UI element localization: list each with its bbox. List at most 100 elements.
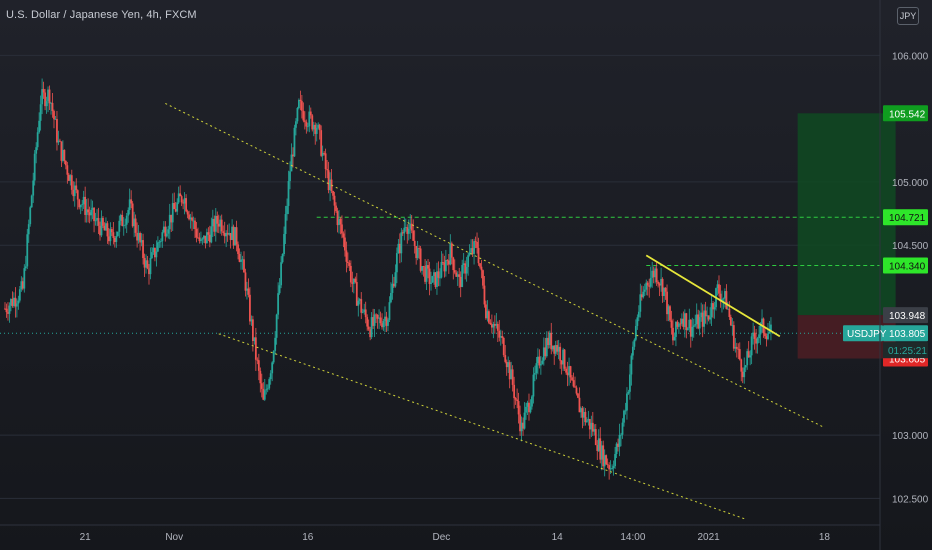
candle-body — [672, 327, 674, 341]
candle-body — [33, 153, 36, 181]
candle-body — [115, 236, 118, 243]
candle-body — [718, 284, 720, 294]
candle-body — [119, 214, 122, 221]
candle-body — [490, 324, 493, 328]
candle-body — [441, 262, 444, 263]
price-axis-tick: 106.000 — [892, 51, 929, 62]
candle-body — [338, 218, 340, 226]
candle-body — [637, 311, 640, 318]
candle-body — [731, 325, 734, 326]
candle-body — [725, 291, 728, 310]
candle-body — [695, 314, 698, 325]
candle-body — [676, 321, 679, 327]
candle-body — [556, 345, 559, 352]
candle-body — [203, 235, 205, 239]
candle-body — [664, 287, 667, 292]
candle-body — [312, 124, 315, 130]
candle-body — [480, 266, 483, 271]
candle-body — [329, 179, 331, 191]
candle-body — [398, 243, 401, 254]
candle-body — [372, 317, 375, 326]
candle-body — [421, 266, 424, 271]
candle-body — [646, 282, 649, 286]
candle-body — [237, 244, 239, 254]
candle-body — [765, 336, 768, 340]
candle-body — [262, 388, 265, 400]
candle-body — [385, 316, 388, 326]
candle-body — [30, 195, 33, 208]
time-axis-tick: 2021 — [697, 532, 720, 543]
candle-body — [318, 124, 321, 131]
candle-body — [122, 225, 125, 227]
candle-body — [78, 199, 81, 208]
candle-body — [195, 229, 198, 238]
candle-body — [560, 360, 563, 365]
candle-body — [7, 312, 9, 314]
candle-body — [400, 232, 403, 254]
candle-body — [691, 326, 694, 337]
candle-body — [370, 317, 373, 338]
candle-body — [283, 234, 285, 255]
candle-body — [287, 181, 290, 206]
candle-body — [683, 313, 686, 327]
candle-body — [174, 208, 177, 212]
candle-body — [652, 270, 655, 278]
candle-body — [88, 212, 91, 216]
candle-body — [140, 240, 143, 243]
candle-body — [367, 326, 370, 330]
candle-body — [13, 297, 15, 306]
candle-body — [20, 281, 23, 290]
candle-body — [418, 248, 421, 249]
candle-body — [158, 241, 161, 243]
candle-body — [214, 215, 217, 232]
candle-body — [250, 319, 253, 322]
candle-body — [761, 318, 763, 324]
candle-body — [510, 369, 513, 380]
candle-body — [749, 355, 752, 358]
candle-body — [54, 119, 57, 120]
candle-body — [162, 226, 165, 233]
candle-body — [391, 283, 394, 293]
time-axis-tick: Nov — [165, 532, 183, 543]
candle-body — [348, 262, 351, 266]
candle-body — [339, 218, 342, 225]
candle-body — [204, 235, 207, 244]
candle-body — [642, 291, 645, 298]
candle-body — [57, 140, 60, 143]
candle-body — [634, 325, 637, 340]
candle-body — [225, 232, 228, 237]
candle-body — [583, 411, 585, 418]
candle-body — [393, 283, 395, 287]
candle-body — [317, 124, 320, 128]
candle-body — [176, 202, 179, 212]
candle-body — [591, 422, 594, 432]
candle-body — [275, 314, 278, 338]
candle-body — [461, 265, 464, 287]
candle-body — [170, 214, 173, 223]
candle-body — [606, 464, 609, 466]
time-axis-tick: 14:00 — [620, 532, 645, 543]
candle-body — [499, 336, 502, 338]
candle-body — [505, 361, 508, 368]
candle-body — [580, 408, 582, 413]
currency-button[interactable]: JPY — [897, 7, 919, 25]
candle-body — [63, 149, 66, 161]
candle-body — [21, 281, 24, 289]
candle-body — [498, 330, 501, 338]
candle-body — [44, 92, 46, 107]
candle-body — [403, 227, 406, 234]
candle-body — [8, 305, 11, 314]
candle-body — [575, 387, 578, 394]
candle-body — [643, 289, 646, 292]
candle-body — [382, 321, 385, 328]
candle-body — [712, 303, 714, 310]
candle-body — [633, 339, 636, 347]
candle-body — [713, 307, 716, 310]
candle-body — [110, 229, 113, 233]
candle-body — [378, 317, 380, 319]
candle-body — [554, 345, 557, 354]
candle-body — [764, 333, 766, 337]
candle-body — [483, 285, 486, 305]
candle-body — [314, 124, 317, 134]
